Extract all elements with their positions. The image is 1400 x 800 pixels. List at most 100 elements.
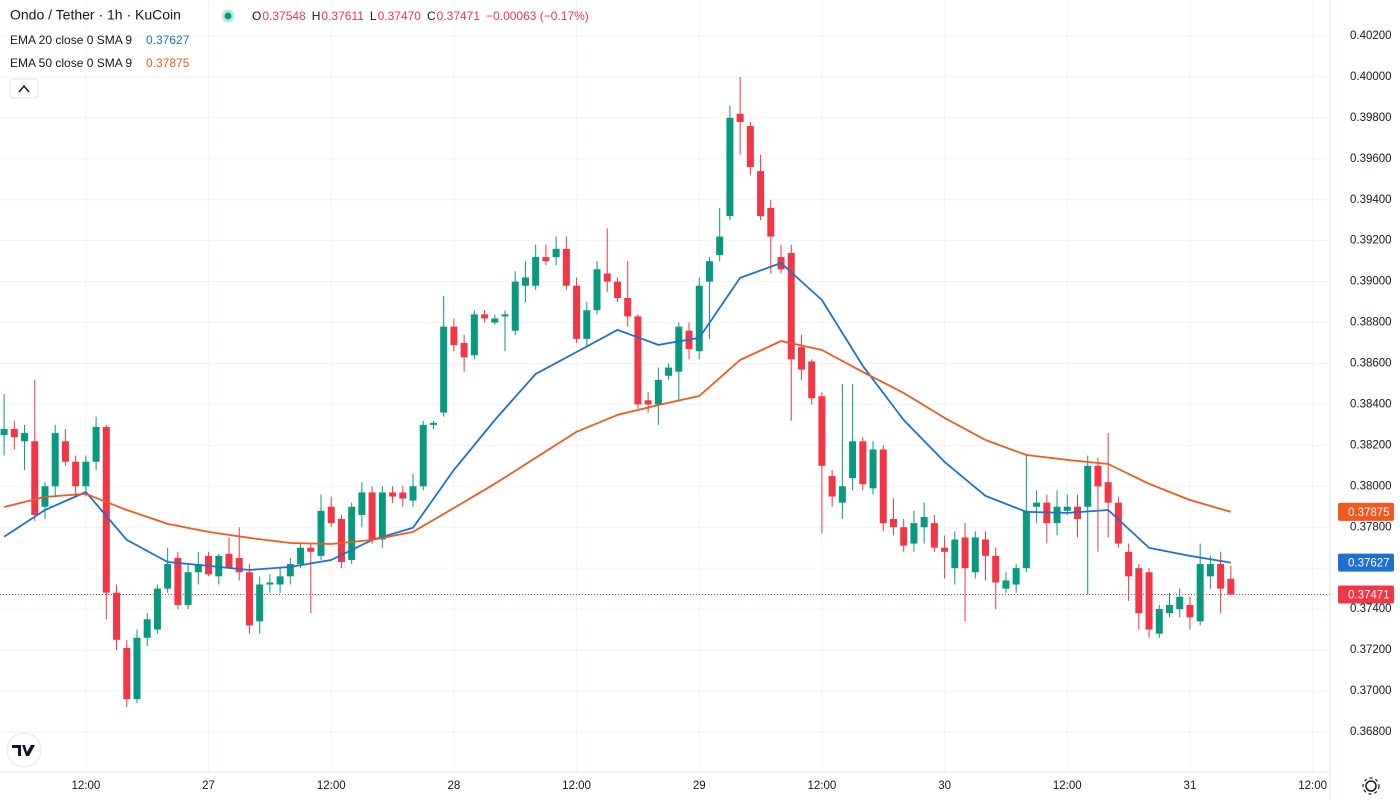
chart-title: Ondo / Tether · 1h · KuCoin: [10, 7, 181, 23]
y-tick-label: 0.38600: [1350, 358, 1392, 370]
price-tag: [1338, 553, 1394, 572]
candle-body: [1196, 564, 1204, 622]
candle-body: [562, 248, 570, 286]
x-tick-label: 30: [938, 780, 951, 792]
candle-body: [838, 486, 846, 503]
candle-body: [225, 553, 233, 569]
candle-body: [113, 592, 121, 640]
collapse-button[interactable]: [9, 78, 39, 99]
candle-body: [501, 314, 509, 317]
y-tick-label: 0.36800: [1350, 726, 1392, 738]
candle-body: [399, 492, 407, 499]
candle-body: [613, 281, 621, 298]
candle-body: [123, 647, 131, 700]
y-tick-label: 0.38400: [1350, 398, 1392, 410]
candle-body: [920, 516, 928, 528]
price-tag-label: 0.37875: [1348, 507, 1390, 519]
ohlc-change: −0.00063 (−0.17%): [486, 9, 589, 23]
ohlc-value: 0.37611: [321, 9, 364, 23]
y-tick-label: 0.37200: [1350, 644, 1392, 656]
logo-mark: [12, 745, 35, 756]
candle-body: [491, 318, 499, 323]
candle-body: [808, 361, 816, 399]
candle-body: [900, 527, 908, 546]
y-tick-label: 0.38200: [1350, 439, 1392, 451]
y-tick-label: 0.40000: [1350, 71, 1392, 83]
x-tick-label: 31: [1184, 780, 1197, 792]
collapse-icon: [18, 84, 30, 93]
ohlc-value: 0.37548: [262, 9, 306, 23]
candle-body: [51, 433, 59, 487]
candle-body: [266, 582, 274, 585]
candle-body: [767, 207, 775, 237]
candle-body: [184, 572, 192, 605]
candle-body: [327, 506, 335, 524]
legend: Ondo / Tether · 1h · KuCoin EMA 20 close…: [10, 7, 589, 70]
candle-body: [511, 281, 519, 331]
candle-body: [358, 492, 366, 515]
candle-body: [21, 433, 29, 442]
y-tick-label: 0.39200: [1350, 235, 1392, 247]
candle-body: [1176, 596, 1184, 610]
gear-teeth: [1362, 777, 1380, 795]
candle-body: [910, 523, 918, 544]
candle-body: [624, 297, 632, 317]
candle-body: [859, 441, 867, 485]
candle-body: [72, 461, 80, 487]
candle-body: [542, 257, 550, 262]
candle-body: [164, 564, 172, 589]
candle-body: [31, 441, 39, 515]
ohlc-value: 0.37471: [437, 9, 481, 23]
candle-body: [102, 426, 110, 593]
candle-body: [889, 519, 897, 528]
y-tick-label: 0.37800: [1350, 521, 1392, 533]
candle-body: [61, 441, 69, 462]
candle-body: [1094, 465, 1102, 487]
candle-body: [1155, 609, 1163, 634]
candle-body: [951, 539, 959, 569]
settings-icon[interactable]: [1362, 777, 1380, 795]
candle-body: [603, 273, 611, 282]
candle-body: [1104, 482, 1112, 503]
candle-body: [971, 537, 979, 573]
candle-body: [419, 424, 427, 487]
candle-body: [746, 126, 754, 168]
candle-body: [409, 486, 417, 501]
price-tag: [1338, 502, 1394, 521]
candle-body: [981, 539, 989, 556]
candle-body: [194, 564, 202, 573]
candle-body: [593, 269, 601, 311]
candle-body: [665, 367, 673, 376]
candle-body: [1166, 604, 1174, 614]
candle-body: [92, 426, 100, 462]
plot: [0, 76, 1330, 708]
x-tick-label: 12:00: [1053, 780, 1082, 792]
candle-body: [583, 310, 591, 339]
ema-line: [3, 262, 1231, 571]
candle-body: [317, 510, 325, 556]
price-tag-label: 0.37471: [1348, 590, 1390, 602]
candle-body: [716, 236, 724, 256]
candle-body: [869, 449, 877, 489]
candle-body: [1125, 551, 1133, 577]
candle-body: [1217, 564, 1225, 589]
candle-body: [82, 461, 90, 487]
candle-body: [450, 326, 458, 346]
price-tag-label: 0.37627: [1348, 558, 1390, 570]
legend-name: EMA 20 close 0 SMA 9: [10, 33, 132, 47]
candle-body: [429, 422, 437, 425]
candle-body: [992, 555, 1000, 583]
ohlc-key: H: [312, 9, 321, 23]
candle-body: [736, 113, 744, 122]
candle-body: [307, 547, 315, 552]
candle-body: [1227, 578, 1235, 595]
y-tick-label: 0.38000: [1350, 480, 1392, 492]
y-tick-label: 0.39000: [1350, 276, 1392, 288]
candle-body: [1002, 580, 1010, 589]
candle-body: [1022, 510, 1030, 569]
candle-body: [941, 547, 949, 552]
candle-body: [1033, 502, 1041, 507]
candle-body: [705, 261, 713, 282]
